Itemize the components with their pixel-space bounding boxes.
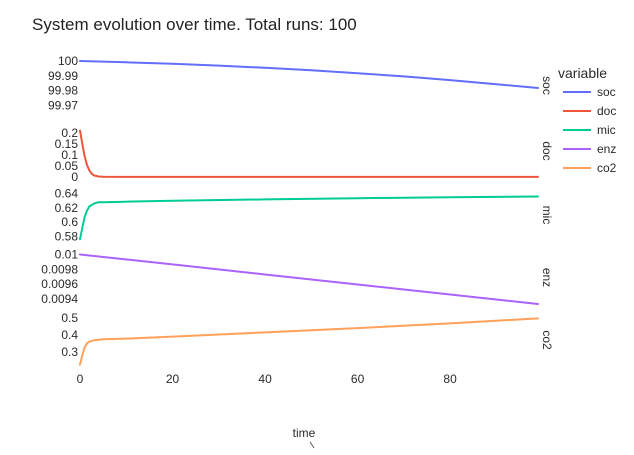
series-line-mic[interactable] bbox=[79, 195, 539, 241]
chart-title: System evolution over time. Total runs: … bbox=[32, 15, 357, 34]
facet-label: enz bbox=[540, 268, 554, 287]
y-tick-label: 0.01 bbox=[55, 248, 79, 262]
y-tick-label: 0.0094 bbox=[41, 292, 78, 306]
y-tick-label: 0.0096 bbox=[41, 277, 78, 291]
legend-item-soc[interactable]: soc bbox=[563, 85, 616, 99]
legend[interactable]: variable soc doc mic enz co2 bbox=[558, 65, 617, 175]
legend-label: enz bbox=[597, 142, 616, 156]
y-tick-label: 0.64 bbox=[55, 187, 79, 201]
series-line-co2[interactable] bbox=[79, 317, 539, 366]
y-tick-label: 0 bbox=[71, 170, 78, 184]
x-tick-label: 0 bbox=[77, 372, 84, 386]
legend-item-doc[interactable]: doc bbox=[563, 104, 616, 118]
legend-label: mic bbox=[597, 123, 616, 137]
facet-co2: 0.5 0.4 0.3 co2 bbox=[61, 311, 554, 366]
x-axis-title: time bbox=[293, 426, 316, 440]
legend-label: co2 bbox=[597, 161, 617, 175]
legend-item-enz[interactable]: enz bbox=[563, 142, 616, 156]
legend-title: variable bbox=[558, 65, 607, 81]
x-axis-title-marker bbox=[309, 441, 315, 449]
legend-item-mic[interactable]: mic bbox=[563, 123, 616, 137]
y-tick-label: 0.05 bbox=[55, 159, 79, 173]
series-line-doc[interactable] bbox=[79, 129, 539, 178]
y-tick-label: 0.1 bbox=[61, 148, 78, 162]
y-tick-label: 99.97 bbox=[48, 99, 78, 113]
y-tick-label: 99.99 bbox=[48, 69, 78, 83]
x-tick-label: 60 bbox=[351, 372, 365, 386]
y-tick-label: 100 bbox=[58, 54, 78, 68]
y-tick-label: 0.6 bbox=[61, 215, 78, 229]
facet-label: doc bbox=[540, 141, 554, 160]
y-tick-label: 0.62 bbox=[55, 201, 79, 215]
y-tick-label: 0.2 bbox=[61, 126, 78, 140]
y-tick-label: 0.4 bbox=[61, 328, 78, 342]
facet-doc: 0.20.150.10.050 doc bbox=[55, 126, 554, 184]
x-tick-label: 40 bbox=[258, 372, 272, 386]
legend-label: doc bbox=[597, 104, 616, 118]
series-line-enz[interactable] bbox=[79, 253, 539, 305]
series-line-soc[interactable] bbox=[79, 60, 539, 89]
y-tick-label: 0.5 bbox=[61, 311, 78, 325]
y-tick-label: 0.3 bbox=[61, 345, 78, 359]
facet-label: co2 bbox=[540, 330, 554, 350]
legend-item-co2[interactable]: co2 bbox=[563, 161, 617, 175]
y-tick-label: 0.15 bbox=[55, 137, 79, 151]
facet-mic: 0.640.620.60.58 mic bbox=[55, 187, 554, 244]
facet-label: mic bbox=[540, 206, 554, 225]
y-tick-label: 0.0098 bbox=[41, 262, 78, 276]
y-tick-label: 0.58 bbox=[55, 229, 79, 243]
x-tick-label: 20 bbox=[166, 372, 180, 386]
x-tick-label: 80 bbox=[443, 372, 457, 386]
legend-label: soc bbox=[597, 85, 616, 99]
facet-panels: 10099.9999.9899.97soc0.20.150.10.050doc0… bbox=[41, 54, 554, 366]
facet-label: soc bbox=[540, 76, 554, 95]
y-tick-label: 99.98 bbox=[48, 84, 78, 98]
x-axis: 0 20 40 60 80 bbox=[77, 372, 457, 386]
